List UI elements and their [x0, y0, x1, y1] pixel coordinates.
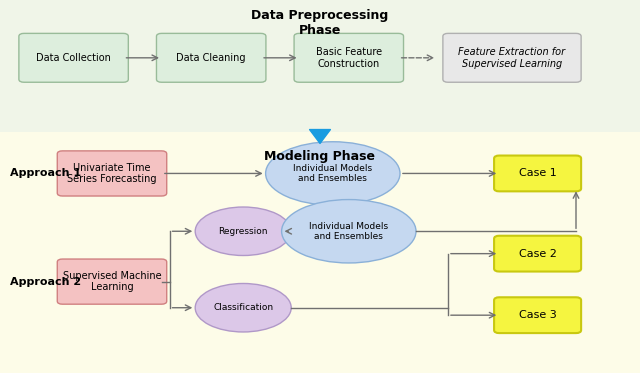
Text: Individual Models
and Ensembles: Individual Models and Ensembles [293, 164, 372, 183]
Text: Approach 1: Approach 1 [10, 169, 81, 178]
FancyBboxPatch shape [294, 34, 404, 82]
Ellipse shape [195, 207, 291, 256]
Text: Modeling Phase: Modeling Phase [264, 150, 376, 163]
Text: Case 1: Case 1 [519, 169, 556, 178]
Ellipse shape [266, 142, 400, 205]
Ellipse shape [282, 200, 416, 263]
Ellipse shape [195, 283, 291, 332]
Text: Regression: Regression [218, 227, 268, 236]
FancyBboxPatch shape [19, 34, 128, 82]
Text: Approach 2: Approach 2 [10, 277, 81, 286]
Text: Feature Extraction for
Supervised Learning: Feature Extraction for Supervised Learni… [458, 47, 566, 69]
FancyBboxPatch shape [0, 0, 640, 132]
Text: Basic Feature
Construction: Basic Feature Construction [316, 47, 382, 69]
Text: Data Collection: Data Collection [36, 53, 111, 63]
Text: Univariate Time
Series Forecasting: Univariate Time Series Forecasting [67, 163, 157, 184]
FancyBboxPatch shape [58, 259, 166, 304]
Text: Supervised Machine
Learning: Supervised Machine Learning [63, 271, 161, 292]
FancyBboxPatch shape [156, 34, 266, 82]
FancyBboxPatch shape [58, 151, 166, 196]
Text: Data Preprocessing
Phase: Data Preprocessing Phase [252, 9, 388, 37]
FancyBboxPatch shape [443, 34, 581, 82]
FancyArrowPatch shape [310, 129, 330, 144]
Text: Case 3: Case 3 [519, 310, 556, 320]
Text: Case 2: Case 2 [518, 249, 557, 258]
FancyBboxPatch shape [494, 236, 581, 272]
FancyBboxPatch shape [494, 297, 581, 333]
Text: Data Cleaning: Data Cleaning [177, 53, 246, 63]
Text: Individual Models
and Ensembles: Individual Models and Ensembles [309, 222, 388, 241]
Text: Classification: Classification [213, 303, 273, 312]
FancyBboxPatch shape [494, 156, 581, 191]
